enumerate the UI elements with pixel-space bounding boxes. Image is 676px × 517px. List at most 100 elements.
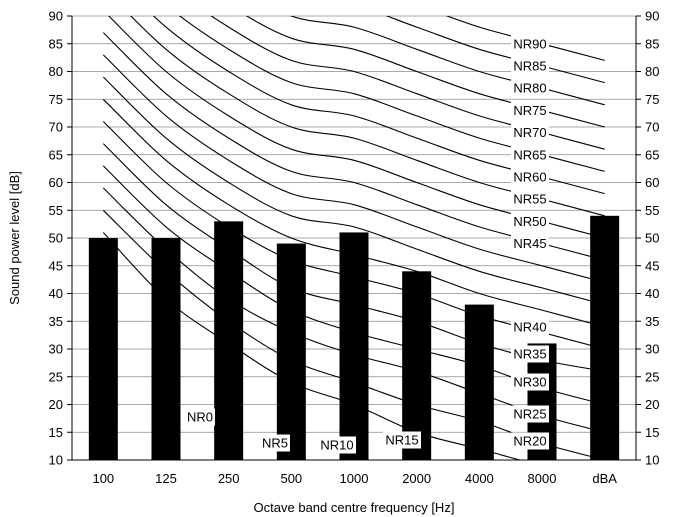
y-tick-label: 70 xyxy=(49,120,63,135)
nr-label: NR90 xyxy=(513,36,546,51)
nr-label: NR55 xyxy=(513,192,546,207)
x-tick-label: 2000 xyxy=(402,471,431,486)
y-tick-labels-left: 10 15 20 25 30 35 40 45 50 55 60 65 70 75 80 85 90 xyxy=(49,9,63,468)
x-tick-label: 4000 xyxy=(465,471,494,486)
nr-label-bg xyxy=(511,79,549,97)
y-tick-label: 65 xyxy=(49,147,63,162)
y-tick-label: 60 xyxy=(645,175,659,190)
y-tick-label: 50 xyxy=(49,231,63,246)
y-tick-label: 90 xyxy=(645,9,659,24)
bar xyxy=(88,238,118,460)
nr-label: NR20 xyxy=(513,434,546,449)
y-tick-label: 75 xyxy=(645,92,659,107)
nr-label-bg xyxy=(511,35,549,53)
y-tick-label: 80 xyxy=(645,64,659,79)
nr-label: NR80 xyxy=(513,81,546,96)
y-tick-label: 70 xyxy=(645,120,659,135)
bar xyxy=(276,243,306,460)
nr-label-bg xyxy=(511,168,549,186)
y-tick-label: 15 xyxy=(645,425,659,440)
y-tick-label: 90 xyxy=(49,9,63,24)
bar xyxy=(214,221,244,460)
nr-label: NR70 xyxy=(513,125,546,140)
y-tick-label: 85 xyxy=(49,36,63,51)
nr-label-bg xyxy=(511,190,549,208)
y-tick-label: 25 xyxy=(49,369,63,384)
x-tick-label: 250 xyxy=(218,471,240,486)
nr-label-bg xyxy=(511,405,549,423)
nr-curve xyxy=(102,232,522,460)
nr-label: NR50 xyxy=(513,214,546,229)
y-axis-title: Sound power level [dB] xyxy=(7,171,22,305)
y-tick-label: 35 xyxy=(49,314,63,329)
y-tick-label: 25 xyxy=(645,369,659,384)
y-tick-label: 20 xyxy=(645,397,659,412)
nr-label-bg xyxy=(511,235,549,253)
y-tick-label: 55 xyxy=(49,203,63,218)
nr-label: NR10 xyxy=(320,438,353,453)
nr-label: NR85 xyxy=(513,58,546,73)
y-tick-label: 55 xyxy=(645,203,659,218)
nr-labels: NR0 NR5 NR10 NR15 NR20 NR25 NR30 NR35 NR40 NR45 NR… xyxy=(185,35,549,454)
nr-label: NR0 xyxy=(187,410,213,425)
x-tick-label: dBA xyxy=(592,471,617,486)
x-tick-label: 8000 xyxy=(528,471,557,486)
nr-label-bg xyxy=(318,436,356,454)
x-tick-label: 500 xyxy=(280,471,302,486)
nr-label: NR25 xyxy=(513,407,546,422)
nr-label-bg xyxy=(511,318,549,336)
nr-curve xyxy=(102,76,605,306)
nr-label: NR60 xyxy=(513,169,546,184)
y-tick-label: 40 xyxy=(49,286,63,301)
nr-label: NR15 xyxy=(385,433,418,448)
x-tick-labels: 100 125 250 500 1000 2000 4000 8000 dBA xyxy=(92,471,617,486)
axes xyxy=(71,16,637,461)
y-tick-label: 30 xyxy=(49,342,63,357)
bar xyxy=(339,232,369,460)
y-tick-label: 75 xyxy=(49,92,63,107)
y-tick-label: 65 xyxy=(645,147,659,162)
nr-label: NR40 xyxy=(513,320,546,335)
nr-label-bg xyxy=(511,432,549,450)
nr-label-bg xyxy=(511,101,549,119)
nr-label-bg xyxy=(511,345,549,363)
y-tick-labels-right: 10 15 20 25 30 35 40 45 50 55 60 65 70 75 80 85 90 xyxy=(645,9,659,468)
bar xyxy=(590,215,620,460)
y-tick-label: 45 xyxy=(49,258,63,273)
nr-curve xyxy=(102,54,605,283)
y-tick-label: 60 xyxy=(49,175,63,190)
y-tick-label: 35 xyxy=(645,314,659,329)
nr-label: NR5 xyxy=(262,436,288,451)
nr-label-bg xyxy=(511,124,549,142)
nr-label: NR75 xyxy=(513,103,546,118)
y-tick-label: 80 xyxy=(49,64,63,79)
x-tick-label: 125 xyxy=(155,471,177,486)
nr-label: NR65 xyxy=(513,147,546,162)
x-tick-label: 100 xyxy=(92,471,114,486)
nr-label-bg xyxy=(511,146,549,164)
nr-label: NR30 xyxy=(513,375,546,390)
nr-label: NR35 xyxy=(513,347,546,362)
nr-label-bg xyxy=(511,212,549,230)
y-tick-label: 15 xyxy=(49,425,63,440)
y-tick-label: 45 xyxy=(645,258,659,273)
nr-curve xyxy=(152,16,605,195)
nr-label: NR45 xyxy=(513,236,546,251)
y-tick-label: 30 xyxy=(645,342,659,357)
y-tick-label: 40 xyxy=(645,286,659,301)
nr-label-bg xyxy=(511,373,549,391)
x-tick-label: 1000 xyxy=(340,471,369,486)
nr-curve xyxy=(102,98,605,328)
bars xyxy=(88,215,620,460)
bar xyxy=(464,304,494,460)
nr-label-bg xyxy=(511,57,549,75)
y-tick-label: 10 xyxy=(645,453,659,468)
x-axis-title: Octave band centre frequency [Hz] xyxy=(254,500,455,515)
nr-label-bg xyxy=(260,434,290,452)
y-tick-label: 50 xyxy=(645,231,659,246)
y-tick-label: 20 xyxy=(49,397,63,412)
y-tick-label: 10 xyxy=(49,453,63,468)
y-tick-label: 85 xyxy=(645,36,659,51)
bar xyxy=(151,238,181,460)
